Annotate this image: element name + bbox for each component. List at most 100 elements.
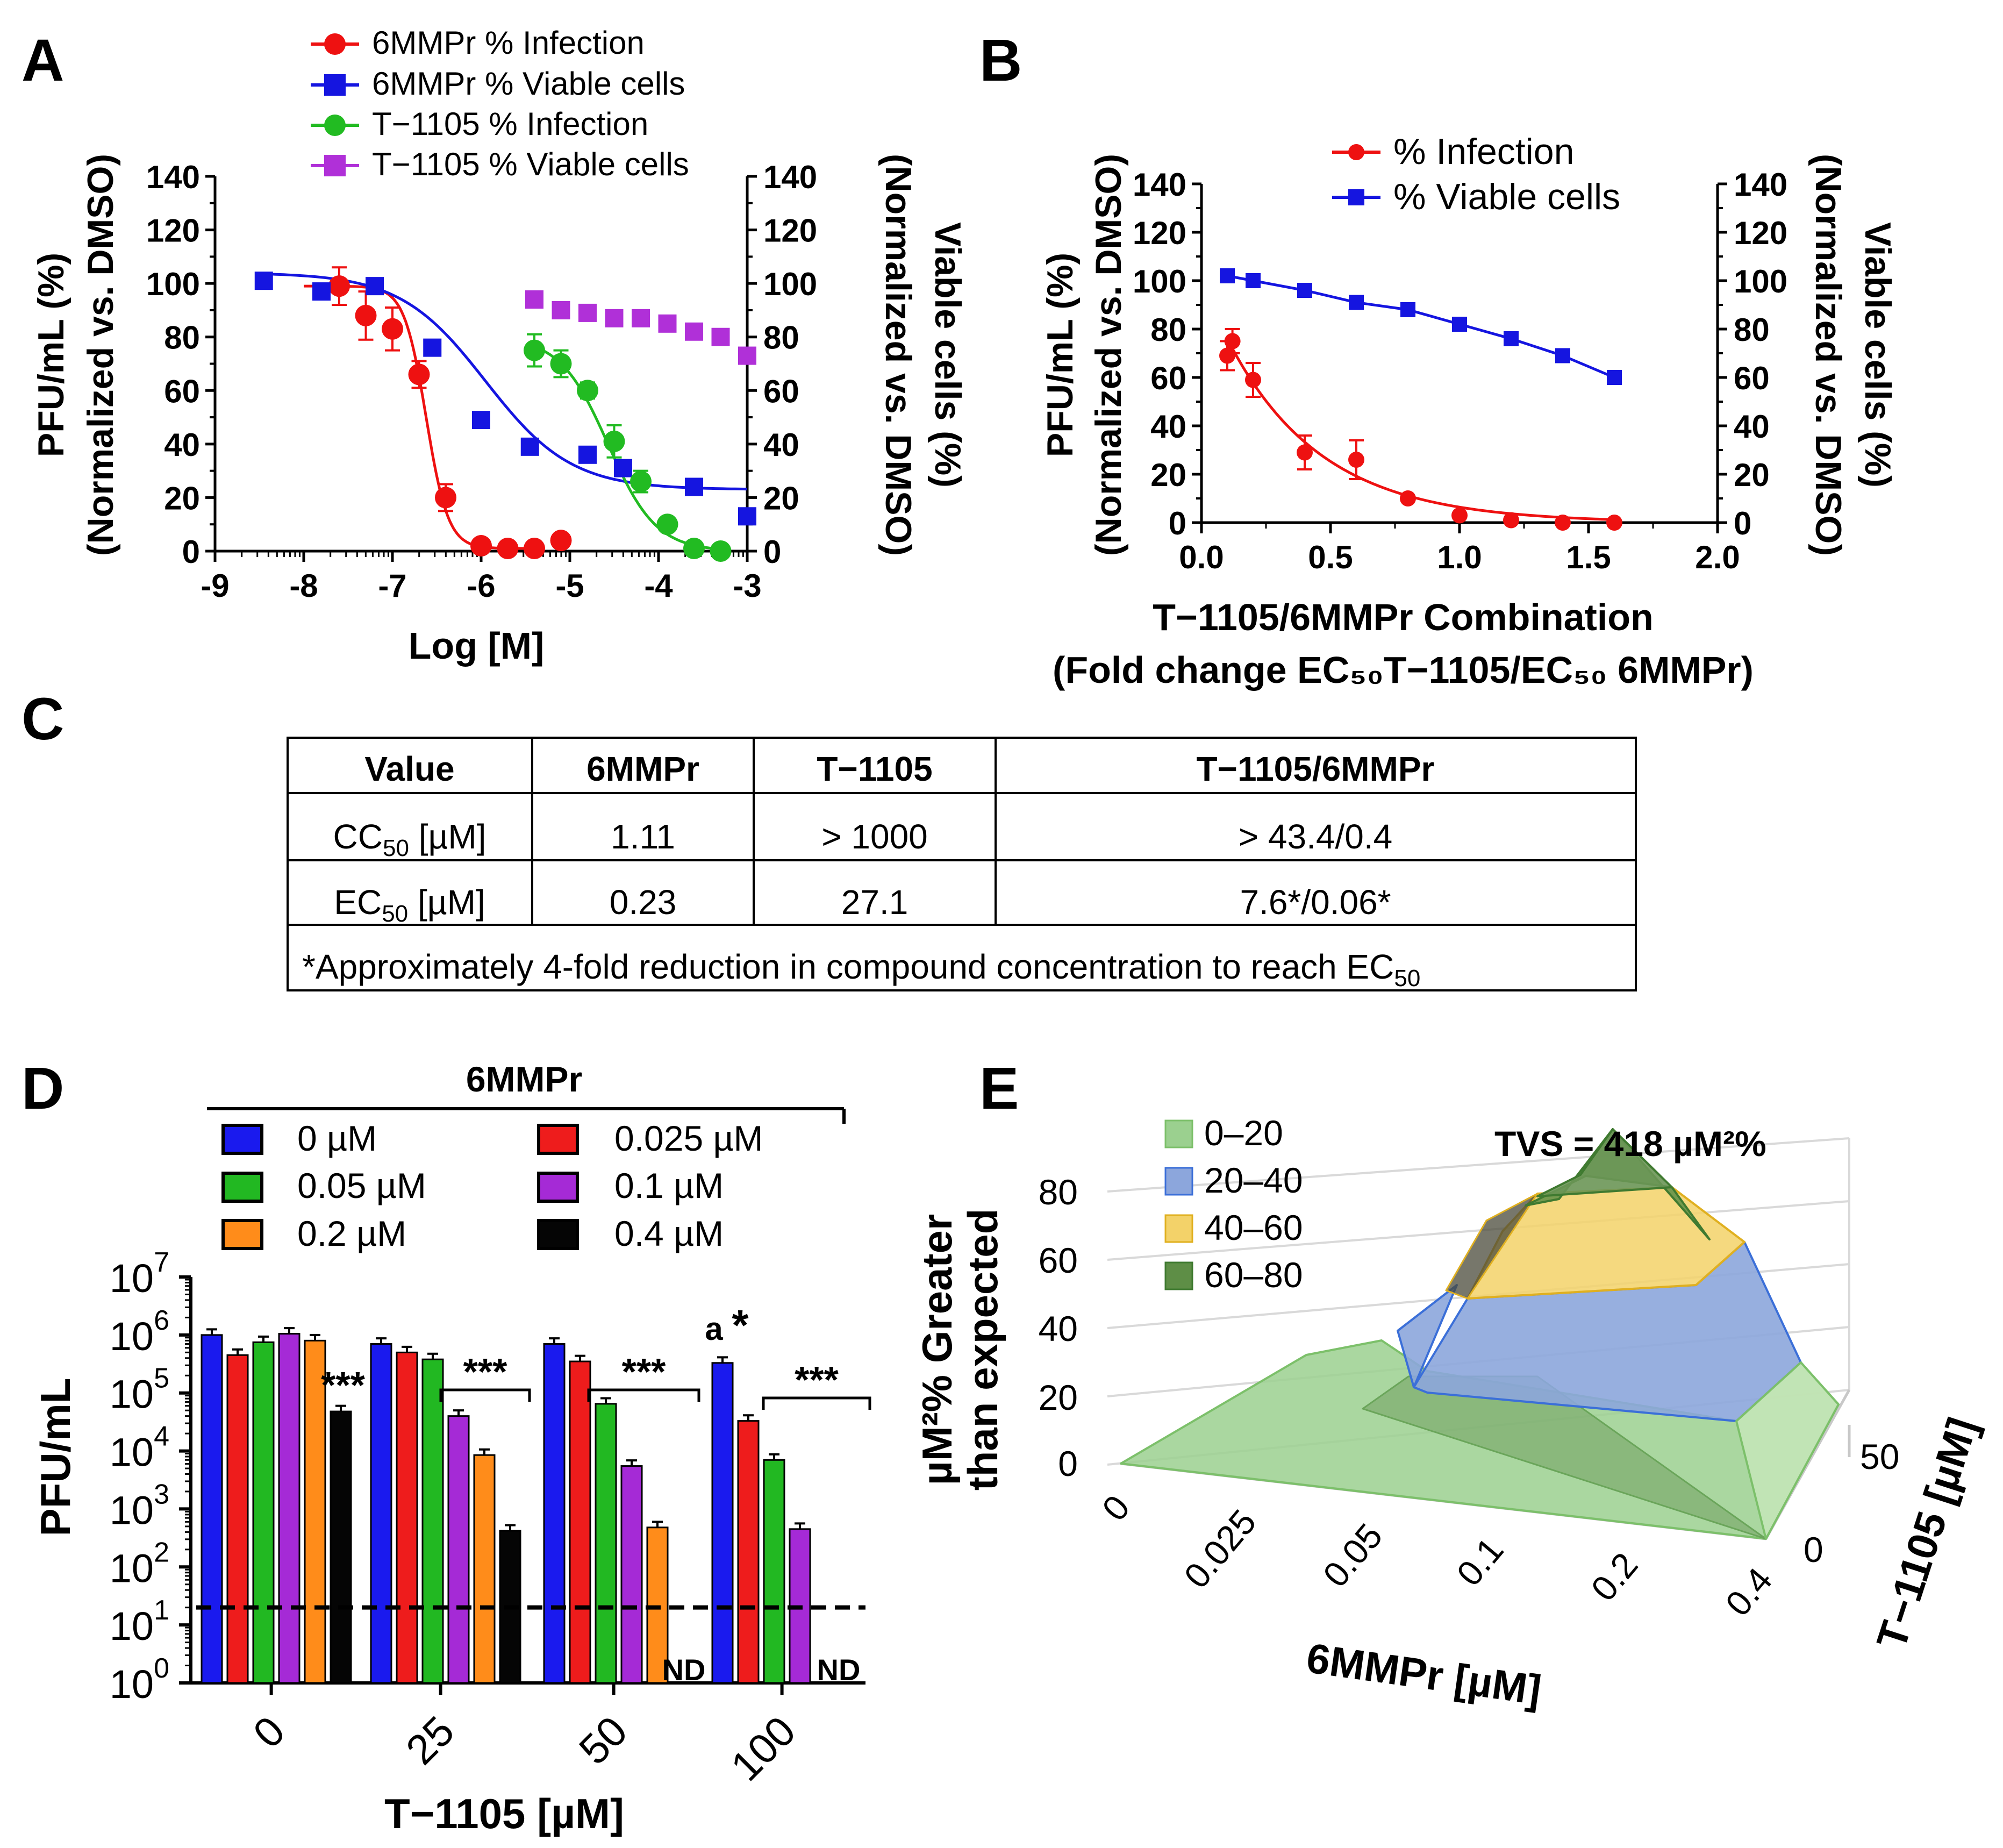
y-tick-label-right: 120 [763,213,817,249]
panel-d-title: 6MMPr [466,1059,582,1099]
data-point [1297,283,1312,298]
bar [304,1339,326,1684]
data-point [423,338,442,357]
data-point [1400,302,1415,317]
bar [252,1341,275,1684]
x-tick-label: -8 [289,568,318,604]
data-point [614,459,632,477]
data-point [550,353,572,375]
y-tick-label-right: 100 [763,266,817,302]
legend-swatch-0-20 [1164,1119,1193,1148]
legend-swatch-01uM [537,1172,579,1203]
surface-band-60-80-top [1536,1128,1673,1197]
data-point [1349,295,1364,310]
panel-a-right-axis-label-2: (Normalized vs. DMSO) [878,154,919,556]
nd-label: ND [817,1653,861,1687]
y-tick-label: 60 [164,373,200,409]
bar [711,1362,734,1684]
y-tick-label-right: 20 [763,480,799,516]
y-tick-label-right: 0 [763,534,781,570]
data-point [1245,372,1261,388]
data-point [382,318,403,340]
data-point [1400,490,1416,506]
legend-label-01uM: 0.1 µM [614,1166,724,1205]
nd-label: ND [662,1653,706,1687]
data-point [1219,347,1235,364]
legend-swatch-04uM [537,1219,579,1250]
panel-e-z-tick-40: 40 [1039,1309,1078,1348]
data-point [525,290,543,309]
panel-letter-c: C [22,686,64,752]
y-tick-label: 40 [164,427,200,463]
legend-label-60-80: 60–80 [1204,1255,1303,1295]
panel-e-legend: 0–20 20–40 40–60 60–80 [1164,1113,1303,1295]
panel-d-legend: 0 µM 0.025 µM 0.05 µM 0.1 µM 0.2 µM 0.4 … [221,1118,763,1253]
legend-label-40-60: 40–60 [1204,1208,1303,1247]
legend-label-005uM: 0.05 µM [297,1166,426,1205]
surface-band-40-60-dark [1445,1193,1539,1300]
legend-marker-blue-square [324,74,346,96]
y-tick-label: 140 [146,159,200,195]
table-header-t1105: T−1105 [817,750,932,788]
table-cell-cc50-6mmpr: 1.11 [611,817,675,856]
table-cell-ec50-combination: 7.6*/0.06* [1240,883,1391,922]
y-tick-label: 100 [146,266,200,302]
legend-label-6mmpr-viable: 6MMPr % Viable cells [372,66,685,102]
x-tick-label: 25 [397,1707,463,1774]
table-row-ec50-label: EC50 [µM] [334,883,485,927]
panel-b-x-axis-label-1: T−1105/6MMPr Combination [1153,596,1654,638]
x-tick-label: -9 [201,568,229,604]
data-point [472,411,490,430]
legend-swatch-40-60 [1164,1214,1193,1243]
legend-label-infection: % Infection [1393,131,1574,172]
data-point [603,430,625,452]
legend-label-0uM: 0 µM [297,1118,377,1158]
data-point [738,346,756,365]
panel-b-x-axis-label-2: (Fold change EC₅₀T−1105/EC₅₀ 6MMPr) [1053,649,1754,691]
data-point [711,327,730,346]
significance-bracket [439,1388,531,1402]
y-tick-label: 107 [110,1247,169,1301]
significance-stars: *** [463,1351,507,1393]
y-tick-label-right: 20 [1734,457,1770,493]
data-point [578,303,597,322]
data-point [1503,512,1519,529]
bar [278,1333,301,1684]
panel-e-z-tick-0: 0 [1058,1444,1078,1483]
panel-e-x-tick-04: 0.4 [1718,1560,1780,1623]
table-header-value: Value [364,750,454,788]
legend-marker-red-circle [324,33,346,55]
y-tick-label-right: 40 [1734,409,1770,445]
data-point [524,339,545,361]
table-cell-ec50-t1105: 27.1 [841,883,908,922]
y-tick-label: 80 [164,320,200,356]
table-row-cc50-label: CC50 [µM] [333,817,487,861]
panel-d-chart: 6MMPr 0 µM 0.025 µM 0.05 µM 0.1 µM 0.2 µ… [32,1059,871,1837]
legend-swatch-02uM [221,1219,263,1250]
panel-b-y-axis-label-1: PFU/mL (%) [1040,253,1081,457]
data-point [524,538,545,560]
y-tick-label: 102 [110,1537,169,1590]
legend-marker-blue-square [1348,189,1364,205]
data-point [656,513,678,536]
data-point [577,380,598,402]
data-point [632,309,650,327]
panel-e-y-tick-50: 50 [1860,1437,1899,1476]
panel-e-z-axis-label-2: than expected [959,1209,1006,1490]
legend-label-t1105-viable: T−1105 % Viable cells [372,146,689,182]
data-point [312,282,331,301]
y-tick-label-right: 140 [763,159,817,195]
data-point [497,538,519,560]
y-tick-label-right: 60 [763,373,799,409]
y-tick-label: 20 [1150,457,1186,493]
bar [595,1403,617,1684]
legend-swatch-20-40 [1164,1167,1193,1196]
panel-a-y-axis-label-1: PFU/mL (%) [31,253,71,457]
bar [421,1358,444,1684]
panel-letter-d: D [22,1055,64,1122]
bar [330,1410,352,1684]
x-tick-label: -7 [378,568,406,604]
panel-a-legend: 6MMPr % Infection 6MMPr % Viable cells T… [311,25,689,182]
legend-label-t1105-infection: T−1105 % Infection [372,106,648,142]
fit-curve [1226,338,1615,521]
